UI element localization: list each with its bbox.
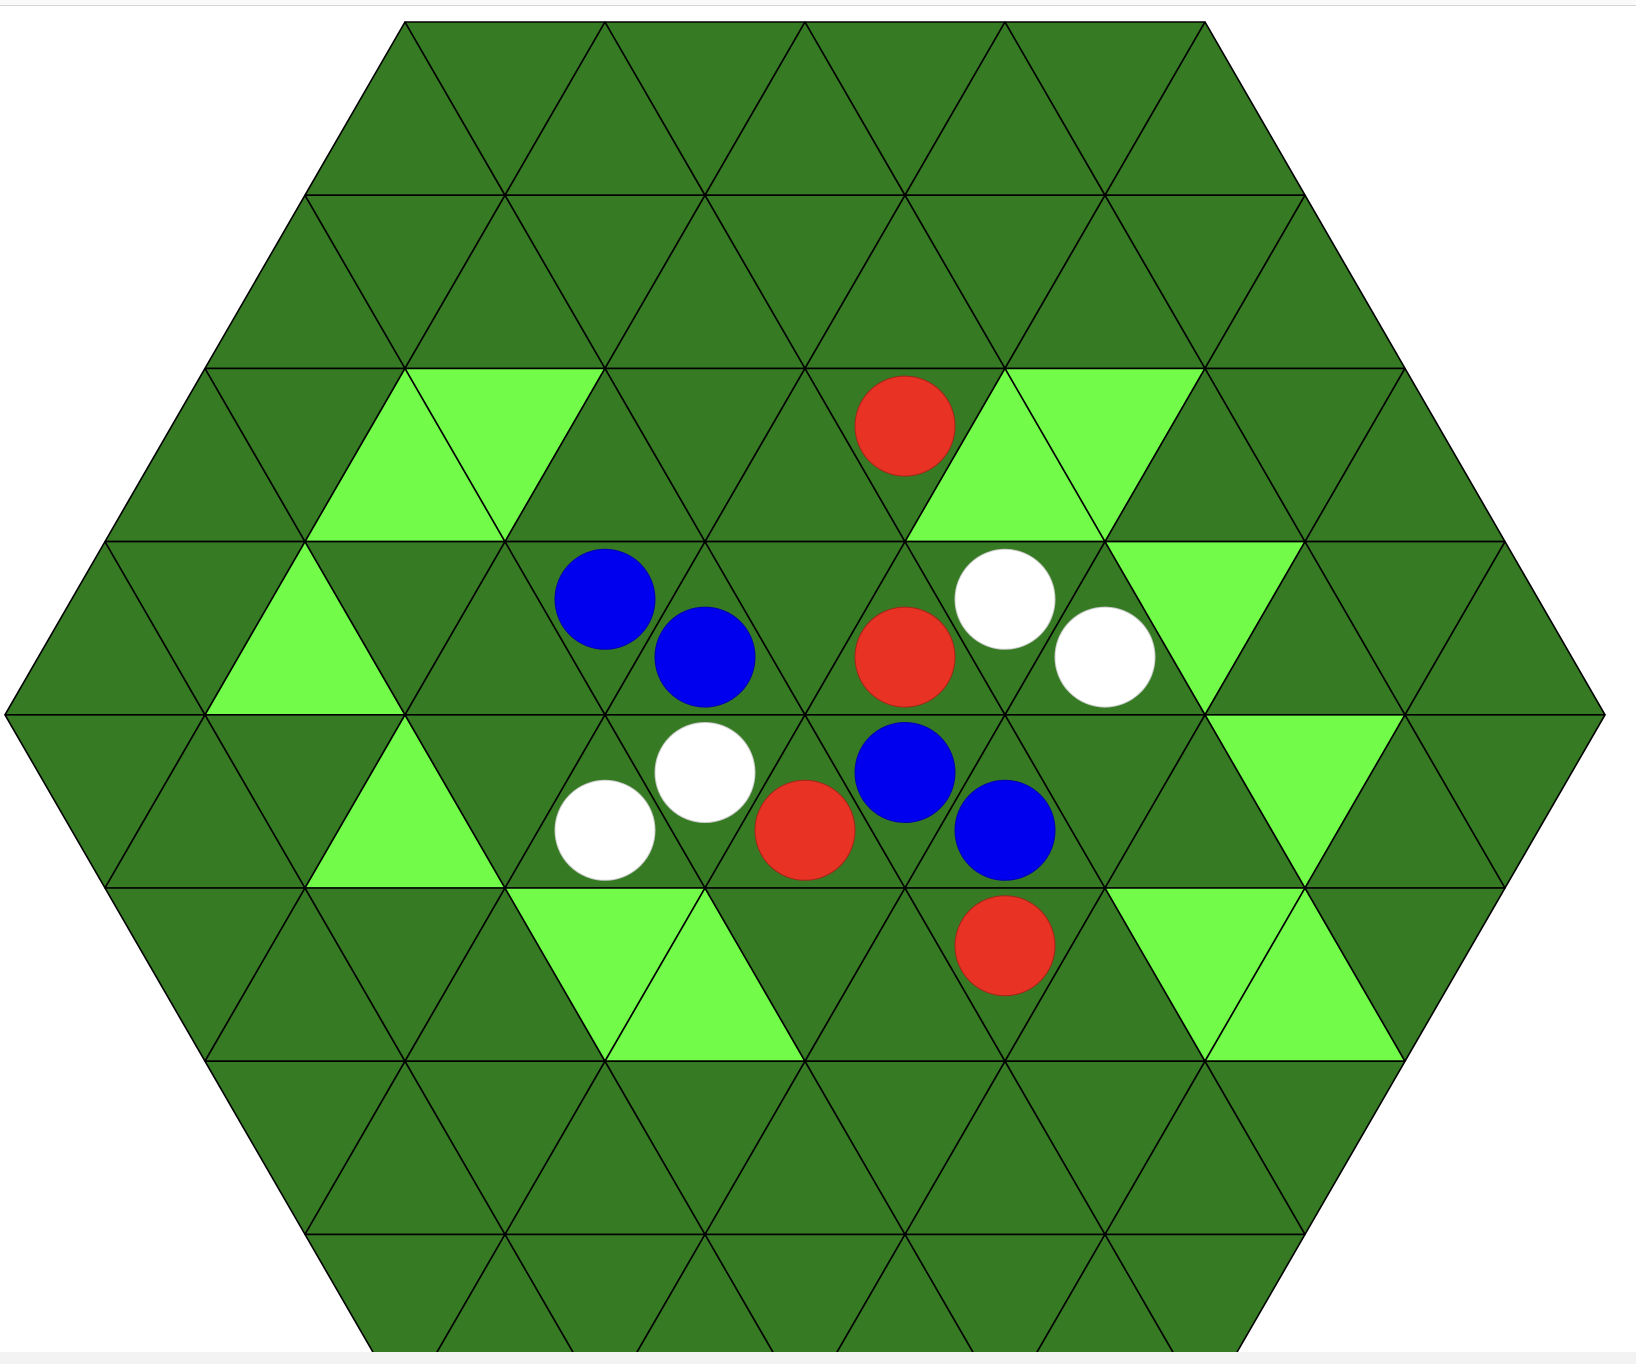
- piece-red[interactable]: [954, 895, 1056, 997]
- window-bottom-edge: [0, 1352, 1636, 1364]
- piece-blue[interactable]: [954, 779, 1056, 881]
- piece-blue[interactable]: [554, 548, 656, 650]
- board-cell[interactable]: [1204, 1060, 1406, 1236]
- piece-blue[interactable]: [654, 606, 756, 708]
- board-cell[interactable]: [1404, 713, 1606, 889]
- piece-red[interactable]: [754, 779, 856, 881]
- board-pieces: [554, 375, 1156, 997]
- window-top-edge: [0, 0, 1636, 6]
- board-cell[interactable]: [1304, 887, 1506, 1062]
- piece-red[interactable]: [854, 606, 956, 708]
- piece-white[interactable]: [654, 722, 756, 823]
- board-cell[interactable]: [1104, 1233, 1306, 1364]
- board-cells: [4, 21, 1606, 1364]
- piece-white[interactable]: [554, 779, 656, 881]
- piece-red[interactable]: [854, 375, 956, 477]
- piece-blue[interactable]: [854, 722, 956, 823]
- piece-white[interactable]: [954, 548, 1056, 650]
- piece-white[interactable]: [1054, 606, 1156, 708]
